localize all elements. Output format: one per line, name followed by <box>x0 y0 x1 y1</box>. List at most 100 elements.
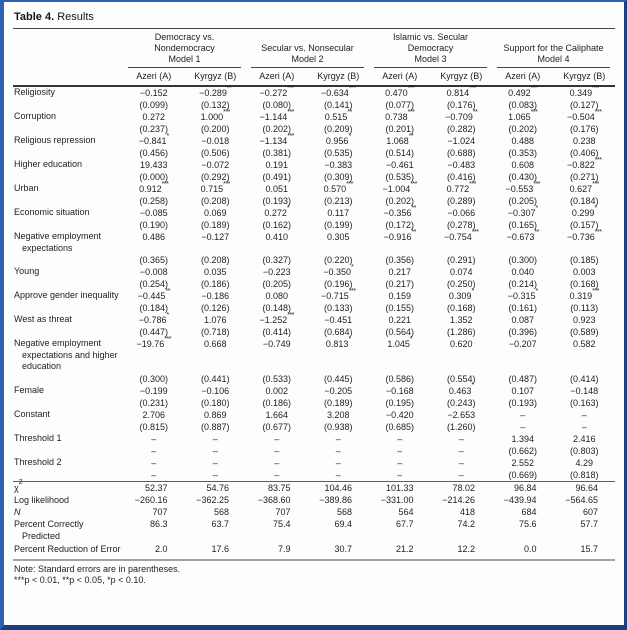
coefficient-cell: 1.065*** <box>508 108 538 123</box>
coefficient-cell: 1.045* <box>387 335 413 350</box>
coefficient-cell: −0.483 <box>447 160 476 170</box>
coefficient-cell: 0.956* <box>325 132 351 147</box>
coefficient-cell: 0.299* <box>571 204 597 219</box>
stat-cell: 96.64 <box>575 482 598 493</box>
standard-error-cell: (0.688) <box>446 148 476 158</box>
stub-cell <box>13 30 123 68</box>
significance-stars: *** <box>592 287 599 295</box>
coefficients-body: Religiosity −0.152 −0.289** −0.272*** −0.634… <box>13 84 615 481</box>
row-label: Religious repression <box>14 135 96 145</box>
significance-stars: * <box>166 132 170 140</box>
results-table: Democracy vs. Nondemocracy Model 1 Secular … <box>13 30 615 555</box>
standard-error-cell: – <box>458 469 464 480</box>
standard-error-cell: (0.126) <box>200 303 230 313</box>
table-row-se: (0.000) (0.292) (0.491) (0.309) (0.535) (0.41… <box>13 171 615 183</box>
coefficient-cell: 1.068** <box>386 132 414 147</box>
standard-error-cell: (0.184) <box>569 196 599 206</box>
row-label: Young <box>14 266 40 276</box>
standard-error-cell: (0.243) <box>446 397 476 408</box>
coefficient-cell: 0.117 <box>327 208 350 218</box>
standard-error-cell: (0.282) <box>446 124 476 134</box>
coefficient-cell: −1.134*** <box>259 132 295 147</box>
standard-error-cell: – <box>151 469 157 480</box>
standard-error-cell: – <box>335 445 341 456</box>
standard-error-cell: (0.506) <box>200 148 230 158</box>
coefficient-cell: – <box>458 457 464 468</box>
standard-error-cell: – <box>212 445 218 456</box>
standard-error-cell: (0.168) <box>569 279 599 289</box>
standard-error-cell: (0.300) <box>139 373 169 384</box>
coefficient-cell: 0.470*** <box>385 84 415 99</box>
stat-cell: 75.6 <box>518 519 537 530</box>
significance-stars: * <box>351 263 354 271</box>
standard-error-cell: (0.201) <box>385 124 415 134</box>
model-group-label: Secular vs. Nonsecular Model 2 <box>251 43 364 68</box>
coefficient-cell: −0.451 <box>324 315 353 325</box>
model-group-header: Democracy vs. Nondemocracy Model 1 <box>123 30 246 68</box>
coefficient-cell: 0.488 <box>511 136 535 146</box>
standard-error-cell: (0.938) <box>323 421 353 432</box>
stat-cell: 83.75 <box>267 482 291 493</box>
stat-label: χ2 <box>14 479 23 493</box>
standard-error-cell: (0.168) <box>446 303 476 313</box>
table-row-se: (0.456) (0.506) (0.381) (0.535) (0.514) (0.68… <box>13 147 615 159</box>
standard-error-cell: (0.208) <box>200 255 230 265</box>
standard-error-cell: (0.113) <box>570 303 599 313</box>
significance-stars: ** <box>411 228 416 236</box>
coefficient-cell: −0.205 <box>324 385 353 396</box>
significance-stars: *** <box>530 108 538 116</box>
coefficient-cell: 0.159 <box>388 291 412 301</box>
coefficient-cell: 0.305 <box>326 232 350 242</box>
coefficient-cell: 0.272* <box>264 204 290 219</box>
coefficient-cell: −0.461 <box>385 160 414 170</box>
table-row: Religious repression −0.841* −0.018 −1.134*… <box>13 132 615 147</box>
standard-error-cell: (0.132) <box>200 100 230 110</box>
standard-error-cell: (0.202) <box>262 124 292 134</box>
coefficient-cell: 0.627*** <box>569 180 600 195</box>
coefficient-cell: – <box>212 457 218 468</box>
standard-error-cell: (0.414) <box>262 327 292 337</box>
standard-error-cell: (0.205) <box>508 196 538 206</box>
standard-error-cell: (0.535) <box>323 148 353 158</box>
coefficient-cell: – <box>151 433 157 444</box>
standard-error-cell: (0.220) <box>323 255 353 265</box>
coefficient-cell: −1.024 <box>447 136 476 146</box>
coefficient-cell: −0.008 <box>139 267 168 277</box>
model-group-label: Support for the Caliphate Model 4 <box>497 43 610 68</box>
table-row-se: (0.815) (0.887) (0.677) (0.938) (0.685) (1.26… <box>13 421 615 433</box>
coefficient-cell: 0.813* <box>325 335 351 350</box>
coefficient-cell: 1.000*** <box>200 108 231 123</box>
coefficient-cell: 0.272 <box>142 112 166 122</box>
standard-error-cell: (0.535) <box>385 172 415 182</box>
coefficient-cell: −0.786* <box>138 311 170 326</box>
standard-error-cell: (0.278) <box>446 220 476 230</box>
stat-cell: 54.76 <box>206 482 229 493</box>
stat-label: Percent Reduction of Error <box>14 543 121 554</box>
table-row: Female −0.199 −0.106 0.002 −0.205 −0.168 0.463… <box>13 382 615 397</box>
standard-error-cell: (0.193) <box>262 196 292 206</box>
standard-error-cell: (0.186) <box>200 279 230 289</box>
standard-error-cell: – <box>151 445 157 456</box>
standard-error-cell: (0.200) <box>200 124 230 134</box>
significance-stars: ** <box>411 204 416 212</box>
coefficient-cell: – <box>397 433 403 444</box>
row-label-empty <box>13 373 123 385</box>
coefficient-cell: 1.664 <box>265 409 289 420</box>
stat-cell: 69.4 <box>334 519 352 530</box>
coefficient-cell: 0.515** <box>324 108 353 123</box>
significance-stars: *** <box>346 180 353 188</box>
coefficient-cell: 0.040 <box>511 267 535 277</box>
standard-error-cell: (0.441) <box>200 373 230 384</box>
standard-error-cell: (0.127) <box>569 100 599 110</box>
standard-error-cell: – <box>581 421 587 432</box>
stat-cell: −389.86 <box>319 494 352 505</box>
standard-error-cell: (0.289) <box>446 196 476 206</box>
standard-error-cell: – <box>212 469 218 480</box>
coefficient-cell: – <box>151 457 157 468</box>
stat-cell: −368.60 <box>257 494 291 505</box>
standard-error-cell: (0.213) <box>323 196 353 206</box>
table-row: Religiosity −0.152 −0.289** −0.272*** −0.634… <box>13 84 615 99</box>
table-note: Note: Standard errors are in parentheses… <box>13 561 615 587</box>
model-group-label: Islamic vs. Secular Democracy Model 3 <box>374 32 487 68</box>
coefficient-cell: 0.570*** <box>323 180 354 195</box>
